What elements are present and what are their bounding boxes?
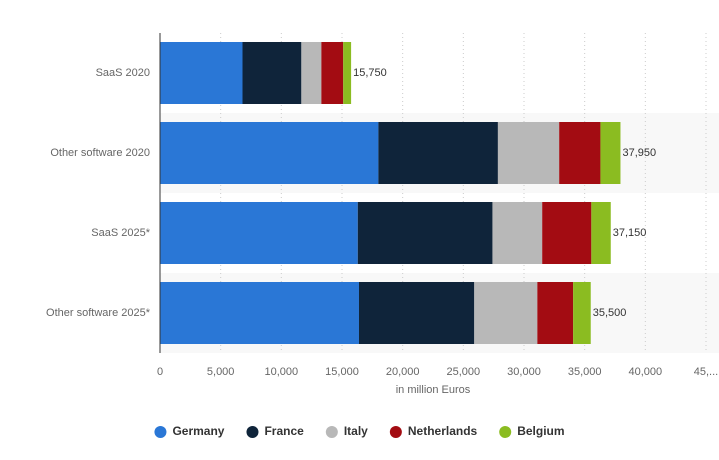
bar-segment (343, 42, 352, 104)
y-tick-label: Other software 2020 (50, 147, 150, 159)
x-tick-label: 5,000 (207, 366, 235, 378)
x-tick-label: 35,000 (568, 366, 602, 378)
legend-label: Italy (344, 424, 368, 438)
x-tick-label: 25,000 (447, 366, 481, 378)
bar-segment (537, 282, 574, 344)
total-label: 37,150 (613, 227, 647, 239)
bar-segment (160, 42, 243, 104)
bar-segment (358, 282, 475, 344)
y-tick-label: Other software 2025* (46, 307, 151, 319)
legend-item: Belgium (499, 424, 565, 438)
x-axis-title: in million Euros (396, 384, 471, 396)
legend: Germany France Italy Netherlands Belgium (154, 424, 565, 438)
bar-segment (497, 122, 560, 184)
bar-segment (474, 282, 538, 344)
x-tick-label: 40,000 (629, 366, 663, 378)
legend-item: Netherlands (389, 424, 478, 438)
total-label: 15,750 (353, 67, 387, 79)
x-tick-label: 20,000 (386, 366, 420, 378)
legend-label: France (264, 424, 304, 438)
bar-segment (559, 122, 601, 184)
bar-segment (242, 42, 302, 104)
legend-item: Germany (154, 424, 225, 438)
y-tick-label: SaaS 2025* (91, 227, 150, 239)
bar-segment (301, 42, 322, 104)
legend-swatch (499, 426, 512, 438)
y-tick-label: SaaS 2020 (96, 67, 150, 79)
total-label: 37,950 (622, 147, 656, 159)
legend-label: Netherlands (408, 424, 478, 438)
x-tick-label: 30,000 (507, 366, 541, 378)
x-tick-label: 10,000 (265, 366, 299, 378)
total-label: 35,500 (593, 307, 627, 319)
legend-item: Italy (325, 424, 368, 438)
x-tick-label: 45,... (694, 366, 718, 378)
bar-segment (542, 202, 592, 264)
bar-segment (600, 122, 621, 184)
legend-item: France (246, 424, 304, 438)
bar-segment (378, 122, 498, 184)
x-tick-label: 0 (157, 366, 163, 378)
legend-swatch (389, 426, 402, 438)
bar-segment (591, 202, 611, 264)
legend-swatch (325, 426, 338, 438)
bar-segment (160, 282, 359, 344)
legend-swatch (246, 426, 259, 438)
bar-segment (160, 202, 358, 264)
bar-segment (573, 282, 591, 344)
x-tick-label: 15,000 (325, 366, 359, 378)
bar-segment (160, 122, 379, 184)
legend-swatch (154, 426, 167, 438)
bar-segment (357, 202, 493, 264)
bar-segment (321, 42, 344, 104)
bar-segment (492, 202, 543, 264)
legend-label: Germany (172, 424, 224, 438)
legend-label: Belgium (517, 424, 564, 438)
